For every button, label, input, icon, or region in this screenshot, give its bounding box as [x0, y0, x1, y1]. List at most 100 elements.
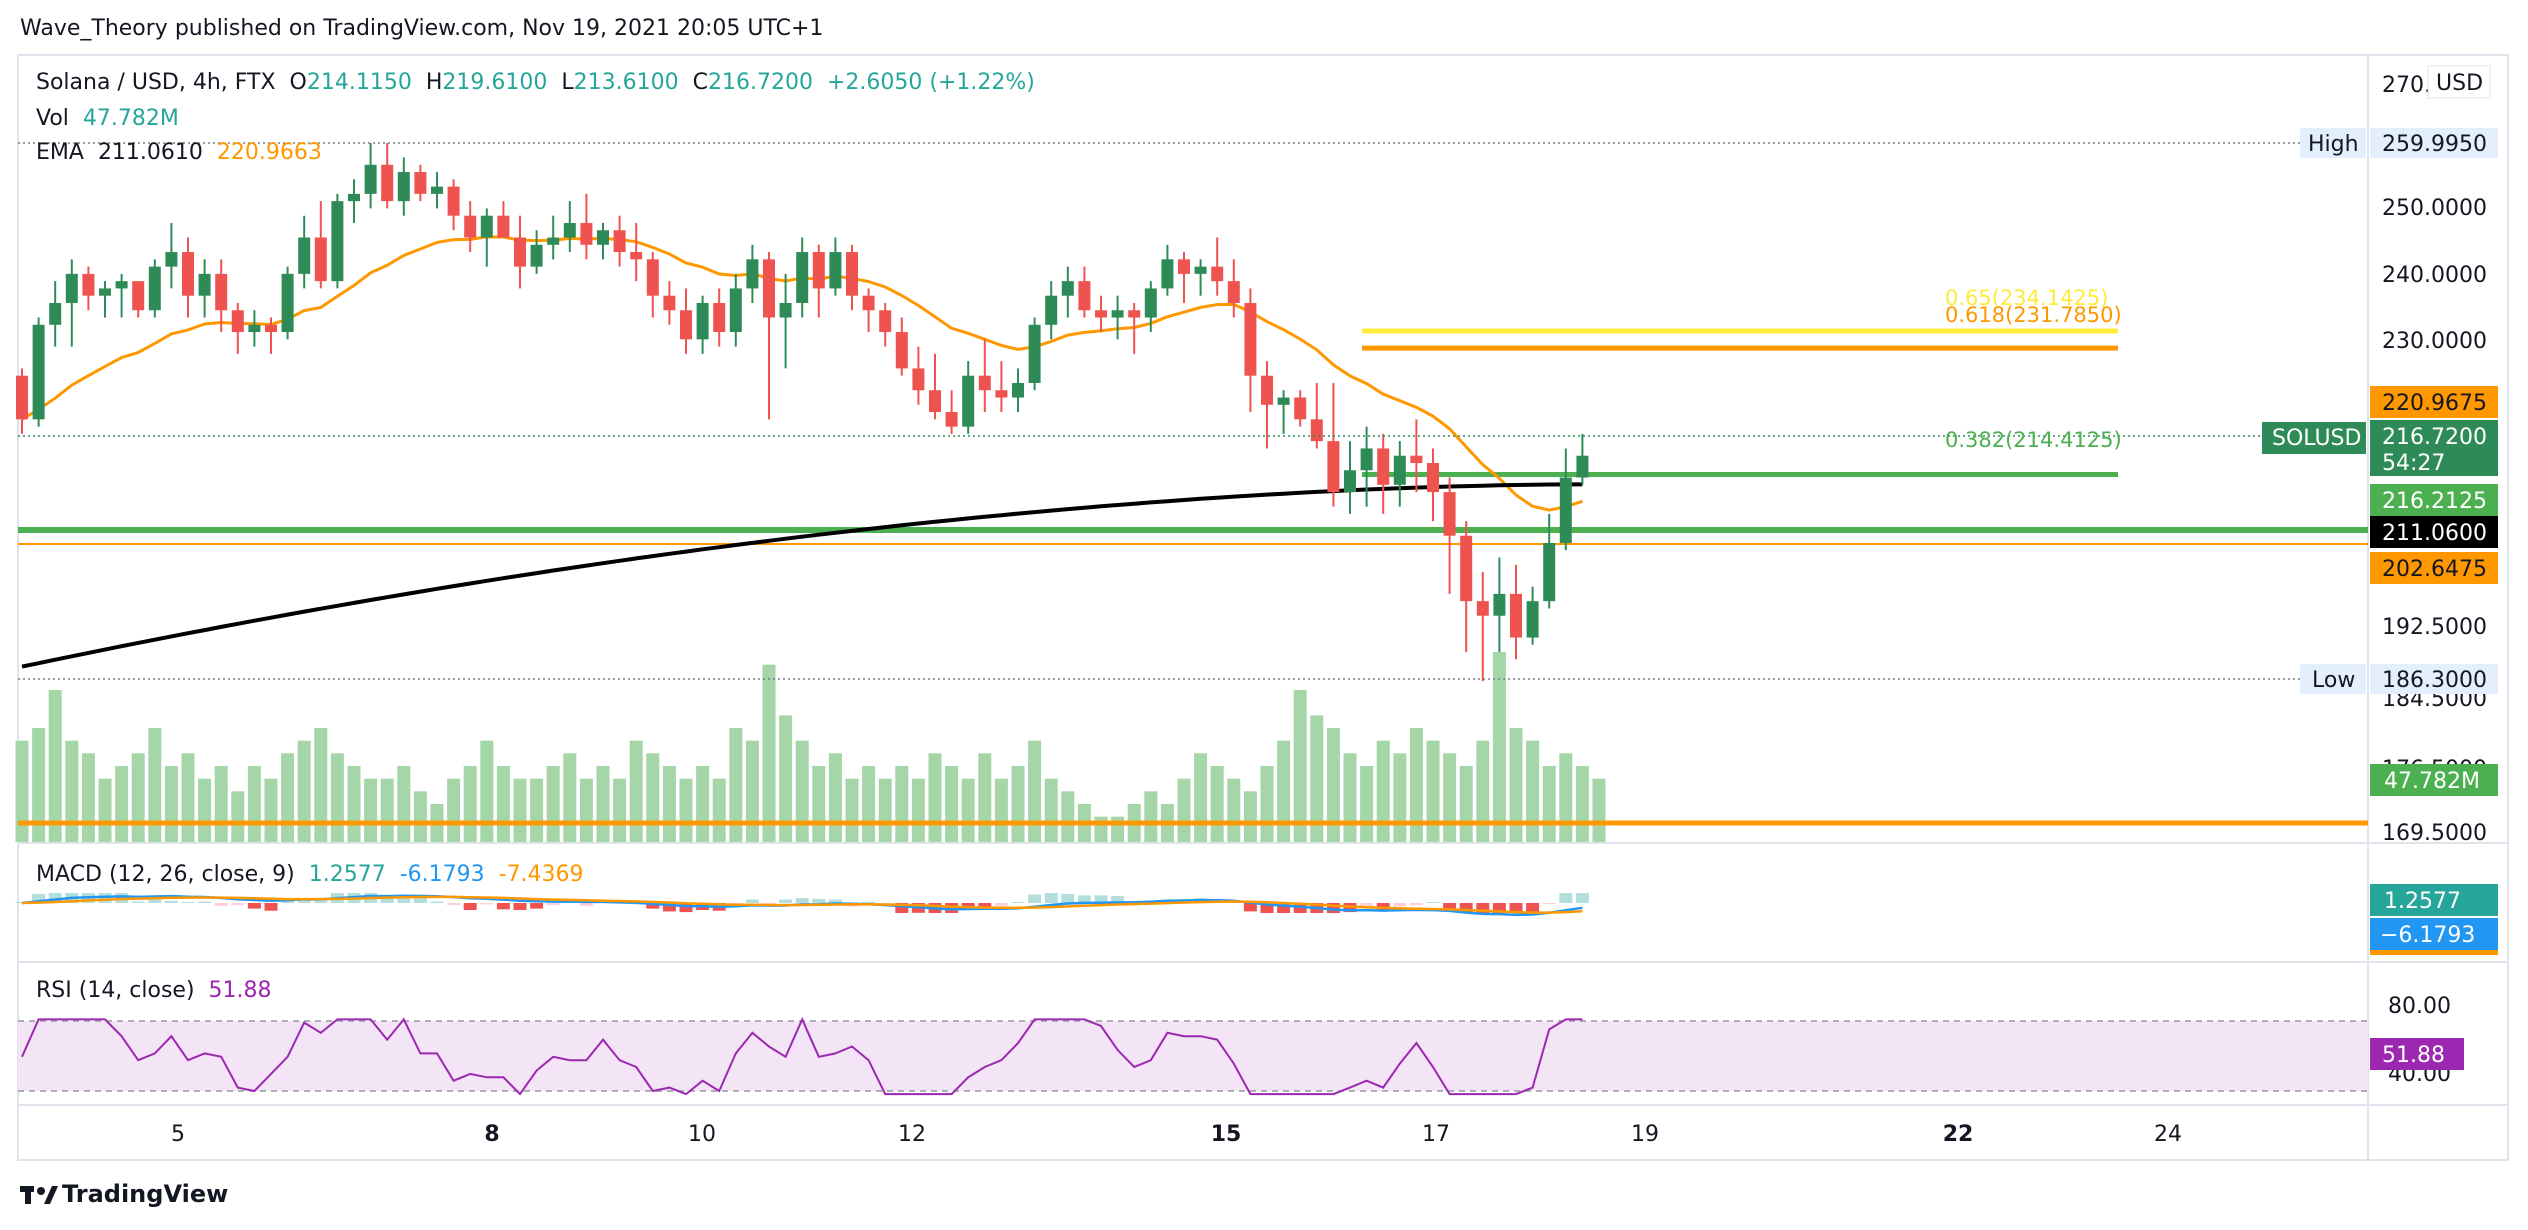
volume-bar: [148, 728, 162, 842]
macd-histogram-bar: [164, 900, 178, 903]
macd-histogram-bar: [281, 900, 295, 903]
candle-body: [1144, 288, 1157, 318]
macd-histogram-bar: [1542, 903, 1556, 904]
symbol-label[interactable]: Solana / USD, 4h, FTX: [36, 70, 276, 95]
time-tick: 22: [1943, 1122, 1974, 1147]
rsi-pane: [18, 1016, 2368, 1096]
candle-body: [862, 295, 875, 311]
macd-histogram-bar: [413, 894, 427, 903]
symbol-tag-box: [2262, 422, 2366, 454]
volume-tag-box: [2370, 764, 2498, 796]
candle-body: [497, 215, 510, 238]
ema-slow-line: [21, 482, 1583, 669]
candle-body: [431, 186, 443, 194]
candle-body: [763, 259, 775, 318]
volume-bar: [1260, 766, 1274, 842]
candle-body: [82, 273, 95, 296]
macd-histogram-bar: [828, 899, 842, 903]
rsi-legend[interactable]: RSI (14, close) 51.88: [36, 978, 286, 1003]
macd-histogram-bar: [32, 893, 46, 903]
volume-bar: [98, 778, 112, 842]
ema-fast-tag: 220.9675: [2382, 391, 2487, 416]
macd-line-tag-box: [2370, 918, 2498, 950]
candle-body: [165, 252, 178, 267]
volume-bar: [314, 728, 328, 842]
volume-bar: [397, 766, 411, 842]
candle-body: [414, 172, 427, 194]
candle-body: [1344, 470, 1356, 493]
volume-bar: [828, 753, 842, 842]
volume-bar: [1144, 791, 1158, 842]
rsi-band: [18, 1021, 2368, 1091]
macd-histogram-bar: [1492, 903, 1506, 913]
candle-body: [397, 172, 410, 202]
rsi-value: 51.88: [208, 978, 272, 1003]
open-value: 214.1150: [306, 70, 412, 95]
volume-bar: [1542, 766, 1556, 842]
volume-bar: [1559, 753, 1573, 842]
candle-body: [1559, 477, 1572, 543]
volume-bar: [1028, 740, 1042, 842]
ema-slow-tag: 211.0600: [2382, 521, 2487, 546]
macd-label: MACD (12, 26, close, 9): [36, 862, 295, 887]
time-tick: 5: [171, 1122, 185, 1147]
macd-histogram-bar: [895, 903, 909, 913]
currency-box[interactable]: [2427, 65, 2491, 99]
candle-body: [99, 288, 111, 296]
low-tag-label: Low: [2312, 668, 2355, 693]
high-tag-value-box: [2370, 128, 2498, 158]
volume-bar: [1376, 740, 1390, 842]
candle-body: [1526, 601, 1539, 638]
footer-logo-text[interactable]: TradingView: [62, 1180, 229, 1208]
candle-body: [1211, 266, 1224, 282]
macd-histogram-bar: [447, 903, 461, 906]
fib-065-label: 0.65(234.1425): [1945, 286, 2108, 310]
time-tick: 17: [1422, 1122, 1450, 1147]
volume-bar: [712, 778, 726, 842]
macd-histogram-bar: [1459, 903, 1473, 913]
macd-signal-value: -7.4369: [498, 862, 584, 887]
candle-body: [779, 302, 792, 318]
macd-legend[interactable]: MACD (12, 26, close, 9) 1.2577 -6.1793 -7.4…: [36, 862, 598, 887]
volume-bar: [662, 766, 676, 842]
macd-histogram-bar: [1260, 903, 1274, 913]
ema-legend[interactable]: EMA 211.0610 220.9663: [36, 140, 336, 165]
macd-histogram-bar: [513, 903, 527, 910]
volume-bar: [247, 766, 261, 842]
macd-histogram-bar: [1011, 902, 1025, 903]
price-tick: 240.0000: [2382, 263, 2487, 288]
volume-bar: [480, 740, 494, 842]
macd-histogram-bar: [1393, 903, 1407, 907]
volume-bar: [496, 766, 510, 842]
candle-body: [1244, 302, 1257, 376]
candle-body: [198, 273, 211, 296]
candle-body: [1227, 281, 1240, 303]
volume-bar: [895, 766, 909, 842]
candle-body: [514, 237, 526, 267]
horizontal-levels: [18, 328, 2368, 826]
macd-hist-value: 1.2577: [308, 862, 386, 887]
volume-bar: [961, 778, 975, 842]
candle-body: [1576, 455, 1589, 478]
vol-label: Vol: [36, 106, 69, 131]
volume-bar: [1459, 766, 1473, 842]
time-axis[interactable]: 5 8 10 12 15 17 19 22 24: [171, 1122, 2182, 1147]
candle-body: [464, 215, 477, 238]
level-tag-box: [2370, 552, 2498, 584]
volume-bar: [48, 690, 62, 842]
candle-body: [381, 164, 394, 202]
main-legend[interactable]: Solana / USD, 4h, FTX O214.1150 H219.6100 L…: [36, 70, 1049, 95]
currency-label: USD: [2436, 71, 2483, 96]
volume-bar: [1443, 753, 1457, 842]
volume-bar: [281, 753, 295, 842]
volume-bar: [1592, 778, 1606, 842]
volume-bar: [762, 664, 776, 842]
macd-histogram-bar: [945, 903, 959, 913]
volume-bar: [347, 766, 361, 842]
ema-slow-value: 211.0610: [97, 140, 203, 165]
close-prefix: C: [692, 70, 709, 95]
volume-bar: [115, 766, 129, 842]
volume-legend[interactable]: Vol 47.782M: [36, 106, 193, 131]
macd-histogram-bar: [1575, 893, 1589, 903]
